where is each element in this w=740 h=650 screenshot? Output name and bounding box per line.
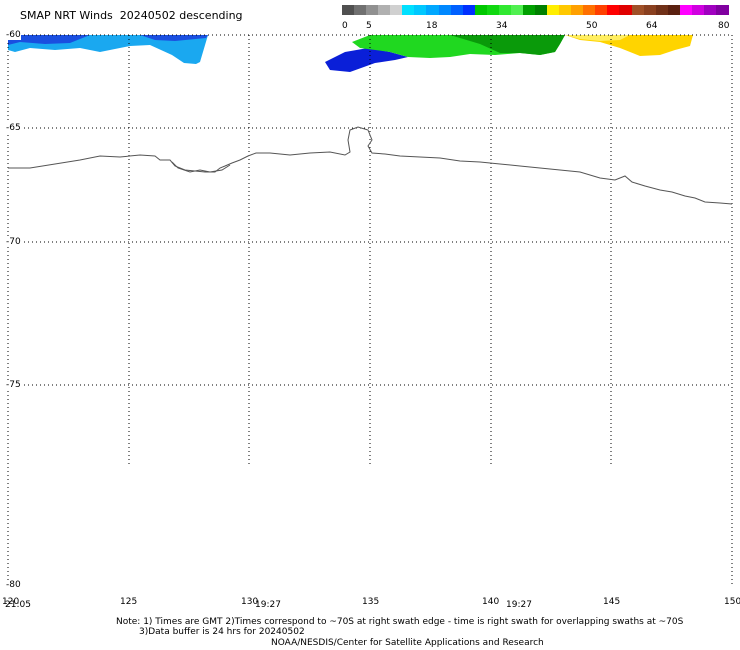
colorbar-label: 34 [496,21,508,31]
colorbar-segment [715,5,729,15]
lat-label-80: -80 [6,580,21,590]
lon-label-135: 135 [362,597,380,607]
colorbar-segment [522,5,536,15]
colorbar-segment [342,5,355,15]
colorbar-segment [667,5,681,15]
time-label-1: 21:05 [5,600,31,610]
note-line-2: 3)Data buffer is 24 hrs for 20240502 [139,627,305,637]
colorbar-segment [390,5,403,15]
colorbar-segment [643,5,657,15]
colorbar-segment [547,5,560,15]
time-label-3: 19:27 [506,600,532,610]
colorbar-segment [583,5,596,15]
lat-label-65: -65 [6,123,21,133]
colorbar-segment [631,5,645,15]
colorbar-segment [366,5,379,15]
swath-center-dark-blue [325,48,408,72]
colorbar-label: 0 [342,21,348,31]
colorbar-segment [414,5,427,15]
swath-left-blue [8,35,90,45]
map-grid [7,34,733,585]
colorbar-segment [486,5,500,15]
colorbar-segment [595,5,608,15]
credit-line: NOAA/NESDIS/Center for Satellite Applica… [271,638,544,648]
map-title: SMAP NRT Winds 20240502 descending [20,9,243,22]
lon-label-150: 150 [724,597,740,607]
colorbar-segment [655,5,669,15]
wind-swaths [8,35,693,72]
colorbar-label: 50 [586,21,598,31]
lat-label-60: -60 [6,30,21,40]
colorbar-segment [402,5,415,15]
colorbar-segment [378,5,391,15]
lon-label-120: 120 [2,597,20,607]
swath-left-blue-2 [140,35,208,41]
lon-label-130: 130 [241,597,259,607]
time-label-2: 19:27 [255,600,281,610]
colorbar-segment [703,5,717,15]
colorbar-label: 5 [366,21,372,31]
colorbar-segment [354,5,367,15]
coastline-inlet [171,161,231,173]
colorbar-segment [619,5,632,15]
lon-label-145: 145 [603,597,621,607]
colorbar-segment [535,5,548,15]
colorbar-segment [462,5,476,15]
lon-label-125: 125 [120,597,138,607]
colorbar-segment [679,5,693,15]
colorbar-label: 64 [646,21,658,31]
lon-label-140: 140 [482,597,500,607]
lat-label-75: -75 [6,380,21,390]
colorbar-segment [510,5,524,15]
colorbar-segment [450,5,464,15]
colorbar-segment [426,5,439,15]
lat-label-70: -70 [6,237,21,247]
colorbar-segment [691,5,705,15]
colorbar-label: 18 [426,21,438,31]
colorbar-segment [607,5,620,15]
colorbar-segment [498,5,512,15]
antarctic-coastline [8,126,733,205]
swath-center-dark-green [450,35,565,55]
colorbar-label: 80 [718,21,730,31]
colorbar-segment [571,5,584,15]
colorbar-segment [438,5,452,15]
swath-right-light-yellow [565,35,630,41]
note-line-1: Note: 1) Times are GMT 2)Times correspon… [116,617,684,627]
colorbar-segment [559,5,572,15]
colorbar-segment [474,5,488,15]
